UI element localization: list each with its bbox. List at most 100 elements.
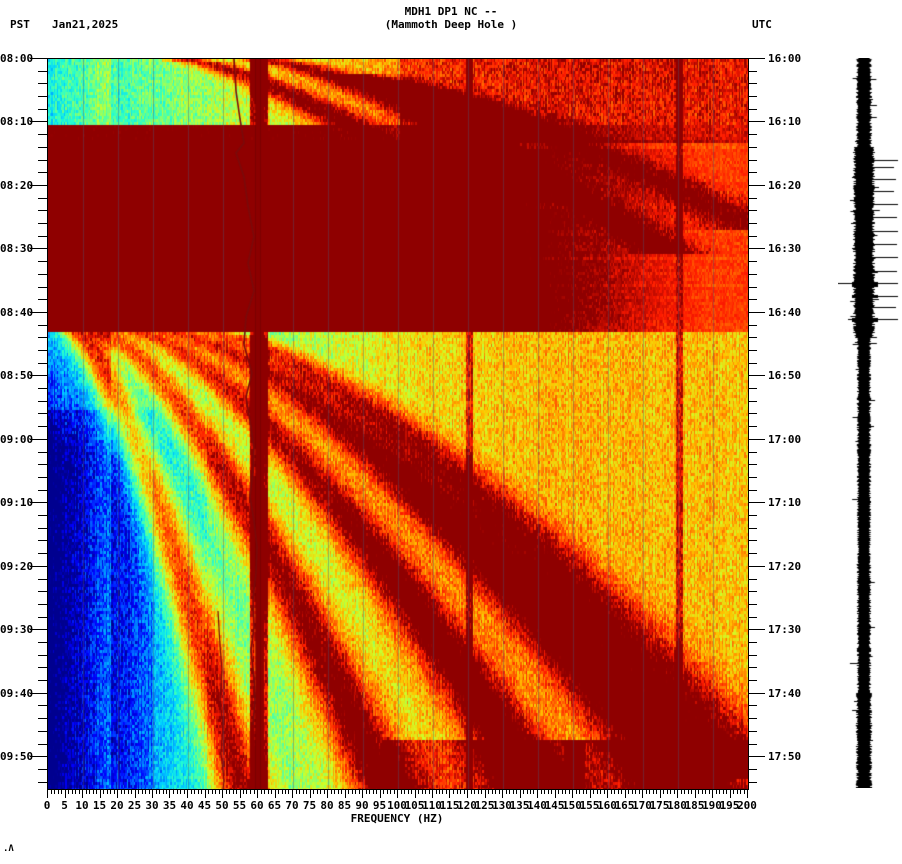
axis-tick <box>38 274 47 275</box>
axis-tick <box>748 198 757 199</box>
axis-tick <box>397 789 398 798</box>
axis-tick <box>442 789 443 794</box>
axis-tick <box>509 789 510 794</box>
axis-tick <box>748 325 757 326</box>
frequency-tick-label: 90 <box>355 799 369 812</box>
frequency-tick-label: 25 <box>127 799 142 812</box>
axis-tick <box>464 789 465 794</box>
axis-tick <box>166 789 167 794</box>
axis-tick <box>257 789 258 798</box>
time-label-utc: 16:10 <box>768 115 802 128</box>
axis-tick <box>264 789 265 794</box>
axis-tick <box>250 789 251 794</box>
axis-tick <box>135 789 136 798</box>
axis-tick <box>748 426 757 427</box>
axis-tick <box>271 789 272 794</box>
axis-tick <box>635 789 636 794</box>
axis-tick <box>558 789 559 794</box>
axis-tick <box>38 109 47 110</box>
axis-tick <box>30 121 47 122</box>
axis-tick <box>691 789 692 794</box>
frequency-tick-label: 160 <box>597 799 617 812</box>
frequency-tick-label: 155 <box>579 799 600 812</box>
axis-tick <box>38 477 47 478</box>
axis-tick <box>748 58 765 59</box>
time-label-utc: 17:50 <box>768 750 802 763</box>
axis-tick <box>611 789 612 794</box>
axis-tick <box>516 789 517 794</box>
axis-tick <box>425 789 426 794</box>
axis-tick <box>533 789 534 794</box>
axis-tick <box>38 744 47 745</box>
axis-tick <box>748 655 757 656</box>
time-label-pst: 09:10 <box>0 496 34 509</box>
axis-tick <box>621 789 622 794</box>
axis-tick <box>236 789 237 794</box>
axis-tick <box>226 789 227 794</box>
axis-tick <box>352 789 353 794</box>
frequency-tick-label: 175 <box>649 799 670 812</box>
axis-tick <box>748 502 765 503</box>
axis-tick <box>748 553 757 554</box>
axis-tick <box>38 591 47 592</box>
axis-tick <box>401 789 402 794</box>
axis-tick <box>306 789 307 794</box>
axis-tick <box>579 789 580 794</box>
axis-tick <box>607 789 608 798</box>
time-label-utc: 17:10 <box>768 496 802 509</box>
axis-tick <box>748 490 757 491</box>
axis-tick <box>481 789 482 794</box>
axis-tick <box>748 210 757 211</box>
frequency-tick-label: 95 <box>372 799 387 812</box>
axis-tick <box>131 789 132 794</box>
time-label-pst: 09:50 <box>0 750 34 763</box>
axis-tick <box>748 96 757 97</box>
time-label-pst: 09:00 <box>0 433 34 446</box>
axis-tick <box>748 477 757 478</box>
axis-tick <box>748 591 757 592</box>
time-label-pst: 08:20 <box>0 179 34 192</box>
axis-tick <box>30 439 47 440</box>
axis-tick <box>79 789 80 794</box>
axis-tick <box>702 789 703 794</box>
spectrogram-plot[interactable] <box>47 58 749 790</box>
time-label-utc: 16:00 <box>768 52 802 65</box>
axis-tick <box>261 789 262 794</box>
axis-tick <box>180 789 181 794</box>
axis-tick <box>240 789 241 798</box>
axis-tick <box>748 413 757 414</box>
axis-tick <box>748 604 757 605</box>
frequency-tick-label: 65 <box>267 799 282 812</box>
frequency-tick-label: 50 <box>215 799 229 812</box>
axis-tick <box>173 789 174 794</box>
axis-tick <box>499 789 500 794</box>
seismogram-trace-panel <box>838 58 902 788</box>
axis-tick <box>310 789 311 798</box>
frequency-axis: 0 5 10 15 20 25 30 35 40 45 50 55 60 65 70 75 80 85 90 95 10… <box>44 789 757 825</box>
axis-tick <box>184 789 185 794</box>
axis-tick <box>748 350 757 351</box>
time-label-utc: 16:20 <box>768 179 802 192</box>
axis-tick <box>590 789 591 798</box>
axis-tick <box>748 629 765 630</box>
axis-tick <box>583 789 584 794</box>
axis-tick <box>201 789 202 794</box>
axis-tick <box>38 401 47 402</box>
axis-tick <box>748 617 757 618</box>
frequency-tick-label: 145 <box>544 799 565 812</box>
axis-tick <box>117 789 118 798</box>
frequency-tick-label: 20 <box>110 799 124 812</box>
axis-tick <box>38 731 47 732</box>
axis-tick <box>30 312 47 313</box>
axis-tick <box>748 121 765 122</box>
axis-tick <box>75 789 76 794</box>
time-label-pst: 08:30 <box>0 242 34 255</box>
axis-tick <box>733 789 734 794</box>
frequency-tick-label: 0 <box>43 799 51 812</box>
time-label-pst: 09:40 <box>0 687 34 700</box>
axis-tick <box>121 789 122 794</box>
axis-tick <box>38 287 47 288</box>
spectrogram-image <box>48 59 748 789</box>
axis-tick <box>89 789 90 794</box>
axis-tick <box>38 528 47 529</box>
